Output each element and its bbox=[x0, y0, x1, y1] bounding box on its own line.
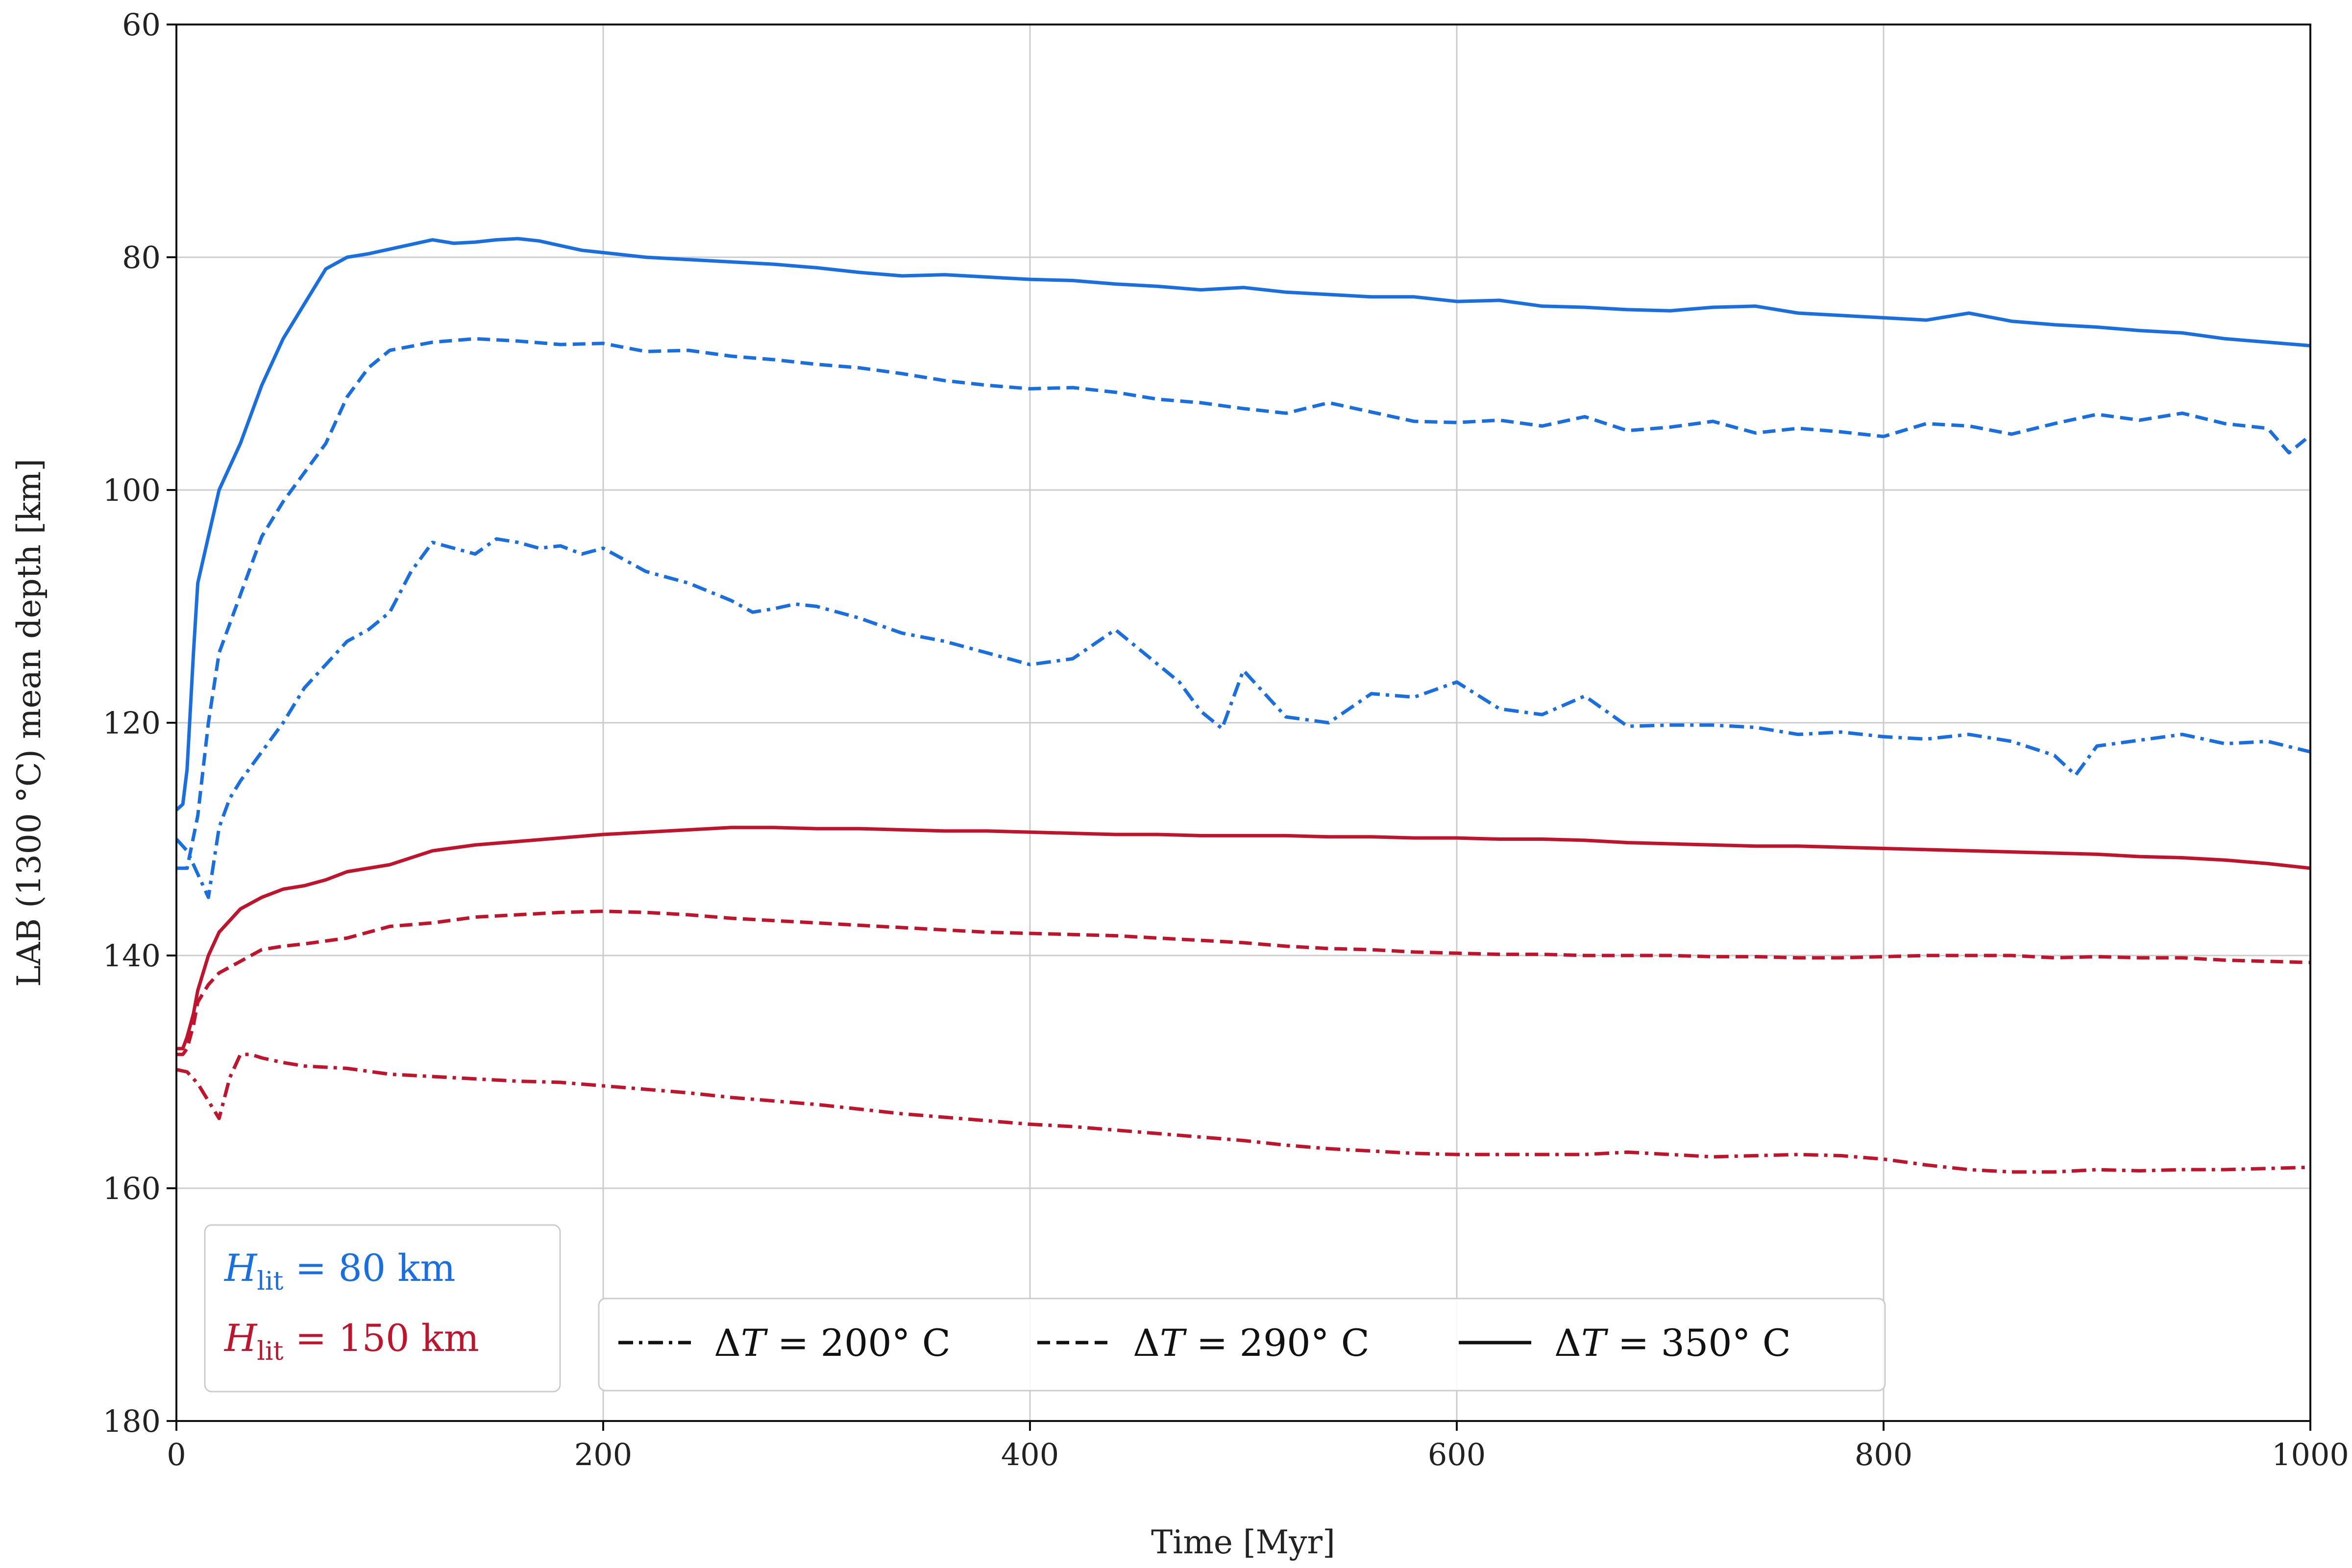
x-tick-label: 800 bbox=[1855, 1437, 1912, 1472]
legend-temperature-entry: ΔT = 200° C bbox=[714, 1321, 951, 1365]
series-line-h-lit-80-km-dt200 bbox=[176, 537, 2310, 899]
x-tick-label: 600 bbox=[1428, 1437, 1486, 1472]
legend-subscript: lit bbox=[257, 1267, 283, 1296]
legend-value: = 80 km bbox=[283, 1246, 455, 1290]
legend-delta: Δ bbox=[714, 1321, 741, 1365]
x-tick-label: 1000 bbox=[2272, 1437, 2349, 1472]
legend-value: = 290° C bbox=[1185, 1321, 1370, 1365]
legend-value: = 150 km bbox=[283, 1316, 479, 1360]
y-tick-label: 140 bbox=[103, 938, 161, 974]
legend-lithosphere-box bbox=[204, 1224, 561, 1393]
y-axis-label: LAB (1300 °C) mean depth [km] bbox=[10, 459, 48, 987]
legend-value: = 350° C bbox=[1606, 1321, 1791, 1365]
series-line-h-lit-150-km-dt290 bbox=[176, 909, 2310, 1056]
x-tick-label: 200 bbox=[574, 1437, 632, 1472]
axis-ticks: 0 200 400 600 800 1000 60 80 100 120 140 160 180 bbox=[103, 7, 2349, 1472]
legend-delta: Δ bbox=[1133, 1321, 1160, 1365]
legend-symbol: T bbox=[1160, 1321, 1187, 1365]
legend-delta: Δ bbox=[1554, 1321, 1581, 1365]
legend-value: = 200° C bbox=[766, 1321, 951, 1365]
legend-lithosphere-entry: Hlit = 150 km bbox=[223, 1316, 479, 1366]
series-line-h-lit-150-km-dt350 bbox=[176, 826, 2310, 1051]
y-tick-label: 120 bbox=[103, 705, 161, 741]
y-tick-label: 60 bbox=[122, 7, 161, 43]
legend-temperature: ΔT = 200° C ΔT = 290° C ΔT = 350° C bbox=[598, 1298, 1886, 1392]
legend-symbol: H bbox=[223, 1246, 258, 1290]
x-axis-label: Time [Myr] bbox=[1151, 1523, 1335, 1561]
grid bbox=[176, 24, 2310, 1421]
legend-temperature-entry: ΔT = 350° C bbox=[1554, 1321, 1791, 1365]
y-tick-label: 160 bbox=[103, 1171, 161, 1206]
legend-temperature-entry: ΔT = 290° C bbox=[1133, 1321, 1370, 1365]
series-line-h-lit-80-km-dt290 bbox=[176, 337, 2310, 870]
legend-symbol: T bbox=[741, 1321, 768, 1365]
series-line-h-lit-150-km-dt200 bbox=[176, 1053, 2310, 1174]
y-tick-label: 180 bbox=[103, 1403, 161, 1439]
legend-symbol: T bbox=[1581, 1321, 1609, 1365]
legend-lithosphere-entry: Hlit = 80 km bbox=[223, 1246, 455, 1296]
y-tick-label: 80 bbox=[122, 240, 161, 275]
legend-subscript: lit bbox=[257, 1337, 283, 1366]
series-line-h-lit-80-km-dt350 bbox=[176, 237, 2310, 811]
legend-temperature-box bbox=[598, 1298, 1886, 1392]
series-lines bbox=[176, 237, 2310, 1174]
legend-symbol: H bbox=[223, 1316, 258, 1360]
x-tick-label: 400 bbox=[1001, 1437, 1059, 1472]
x-tick-label: 0 bbox=[167, 1437, 186, 1472]
y-tick-label: 100 bbox=[103, 472, 161, 508]
